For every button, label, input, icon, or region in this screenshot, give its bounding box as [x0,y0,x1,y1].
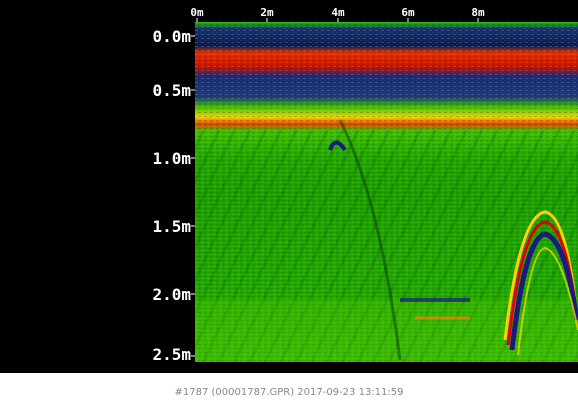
x-tick-label: 6m [401,6,415,19]
y-tick-label: 2.0m [152,285,191,304]
y-tick-label: 0.5m [152,81,191,100]
caption: #1787 (00001787.GPR) 2017-09-23 13:11:59 [175,387,404,398]
y-tick-label: 1.5m [152,217,191,236]
x-tick-label: 8m [471,6,485,19]
radargram [195,22,578,362]
x-tick-label: 2m [260,6,274,19]
y-tick-label: 0.0m [152,27,191,46]
x-tick-label: 0m [190,6,204,19]
y-ticks: 0.0m 0.5m 1.0m 1.5m 2.0m 2.5m [152,27,195,364]
y-tick-label: 2.5m [152,345,191,364]
x-tick-label: 4m [331,6,345,19]
x-ticks: 0m 2m 4m 6m 8m [190,6,485,22]
y-tick-label: 1.0m [152,149,191,168]
